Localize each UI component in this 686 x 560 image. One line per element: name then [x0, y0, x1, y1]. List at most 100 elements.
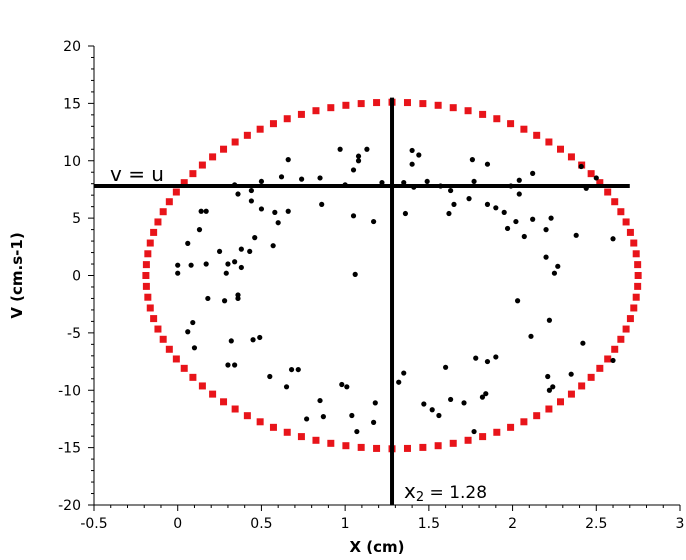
ellipse-point: [557, 398, 565, 406]
scatter-point: [446, 210, 452, 217]
ellipse-point: [604, 355, 612, 363]
scatter-point: [372, 400, 378, 406]
ellipse-point: [327, 439, 335, 447]
x-tick-label: 1.5: [418, 516, 440, 532]
scatter-point: [436, 412, 442, 419]
scatter-point: [448, 187, 454, 194]
scatter-point: [191, 345, 198, 351]
x-tick-label: -0.5: [80, 516, 107, 532]
x-tick-label: 3: [676, 516, 685, 532]
ellipse-point: [630, 239, 638, 247]
scatter-point: [548, 215, 554, 221]
scatter-point: [235, 292, 241, 298]
scatter-point: [504, 225, 511, 232]
scatter-point: [473, 355, 479, 361]
scatter-point: [319, 201, 325, 207]
scatter-point: [610, 236, 616, 242]
scatter-point: [501, 209, 507, 215]
scatter-point: [610, 357, 616, 364]
scatter-point: [493, 354, 499, 360]
ellipse-point: [373, 444, 381, 452]
scatter-point: [484, 358, 491, 365]
scatter-point: [424, 178, 430, 185]
ellipse-point: [611, 345, 619, 353]
reference-lines: [94, 97, 630, 505]
scatter-point: [546, 387, 553, 393]
scatter-point: [250, 337, 256, 343]
ellipse-point: [144, 293, 152, 301]
scatter-point: [416, 152, 422, 158]
ellipse-point: [567, 153, 575, 161]
scatter-point: [188, 262, 194, 268]
ellipse-point: [464, 107, 472, 115]
scatter-point: [355, 158, 362, 164]
y-tick-label: -5: [67, 326, 81, 342]
scatter-point: [555, 263, 561, 269]
ellipse-point: [567, 390, 575, 398]
scatter-point: [344, 384, 350, 390]
ellipse-point: [493, 115, 501, 123]
horizontal-line-label: v = u: [110, 162, 164, 186]
scatter-point: [205, 295, 211, 302]
scatter-point: [248, 198, 254, 204]
scatter-point: [278, 174, 285, 180]
ellipse-point: [630, 304, 638, 312]
scatter-point: [299, 176, 305, 182]
scatter-point: [175, 270, 181, 276]
scatter-point: [371, 419, 377, 425]
ellipse-point: [283, 428, 291, 436]
ellipse-point: [269, 423, 277, 431]
scatter-point: [401, 179, 407, 186]
ellipse-point: [634, 272, 642, 279]
ellipse-point: [231, 138, 239, 146]
ellipse-point: [172, 355, 180, 363]
scatter-point: [429, 407, 435, 413]
scatter-point: [493, 205, 499, 211]
ellipse-point: [189, 170, 197, 178]
ellipse-point: [159, 208, 167, 216]
ellipse-point: [209, 390, 217, 398]
ellipse-point: [403, 99, 411, 107]
ellipse-point: [357, 100, 365, 108]
ellipse-point: [545, 138, 553, 146]
ellipse-point: [520, 125, 528, 133]
ellipse-point: [198, 161, 206, 169]
scatter-point: [479, 394, 486, 400]
ellipse-point: [220, 145, 228, 153]
ellipse-point: [243, 131, 251, 139]
ellipse-point: [146, 239, 154, 247]
ellipse-point: [632, 293, 640, 301]
x-tick-label: 1: [341, 516, 350, 532]
scatter-point: [216, 248, 223, 255]
ellipse-point: [209, 153, 217, 161]
scatter-point: [484, 201, 491, 207]
ellipse-point: [189, 373, 197, 381]
scatter-point: [528, 333, 534, 339]
x-tick-label: 2: [508, 516, 517, 532]
scatter-point: [469, 157, 475, 163]
scatter-point: [258, 206, 265, 212]
scatter-point: [248, 187, 254, 194]
x-tick-label: 2.5: [585, 516, 607, 532]
ellipse-point: [507, 423, 515, 431]
y-tick-label: 0: [72, 269, 81, 285]
scatter-point: [258, 178, 265, 185]
ellipse-point: [622, 325, 630, 333]
axes: [88, 45, 681, 511]
x-tick-label: 0: [173, 516, 182, 532]
scatter-point: [339, 381, 345, 388]
ellipse-point: [231, 405, 239, 413]
ellipse-point: [403, 444, 411, 452]
ellipse-point: [449, 439, 457, 447]
ellipse-point: [533, 412, 541, 420]
scatter-point: [285, 208, 291, 214]
scatter-point: [235, 191, 241, 197]
ellipse-point: [357, 443, 365, 451]
ellipse-point: [144, 250, 152, 258]
scatter-point: [580, 340, 586, 346]
ellipse-point: [493, 428, 501, 436]
ellipse-point: [587, 373, 595, 381]
scatter-point: [451, 201, 457, 207]
scatter-point: [225, 261, 231, 267]
